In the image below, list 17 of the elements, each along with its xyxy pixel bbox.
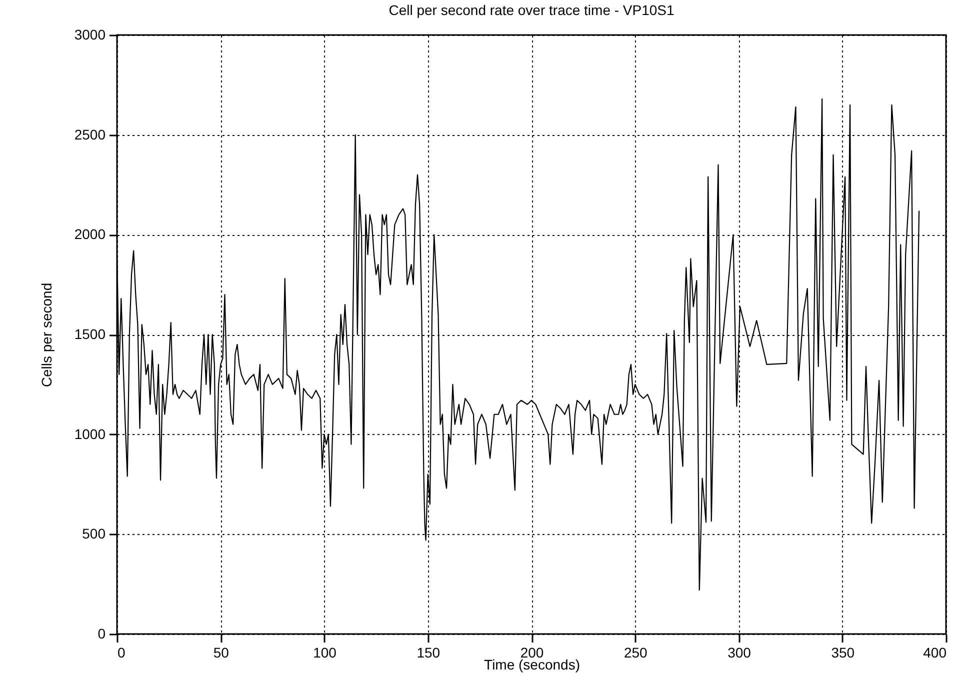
x-tick-label: 150 (416, 644, 440, 660)
y-tick-label: 1500 (74, 326, 106, 342)
x-tick-label: 50 (213, 644, 230, 660)
x-tick-label: 350 (831, 644, 855, 660)
x-tick-label: 0 (118, 644, 126, 660)
y-tick-label: 2500 (74, 126, 106, 142)
x-tick-label: 100 (313, 644, 337, 660)
y-tick-label: 3000 (74, 26, 106, 42)
x-tick-label: 250 (624, 644, 648, 660)
x-tick-label: 400 (923, 644, 947, 660)
y-axis-title: Cells per second (38, 282, 54, 388)
y-tick-label: 1000 (74, 426, 106, 442)
y-tick-label: 2000 (74, 226, 106, 242)
y-tick-label: 500 (82, 526, 106, 542)
chart-title: Cell per second rate over trace time - VP10S1 (388, 2, 675, 18)
x-tick-label: 300 (728, 644, 752, 660)
y-tick-label: 0 (98, 626, 106, 642)
